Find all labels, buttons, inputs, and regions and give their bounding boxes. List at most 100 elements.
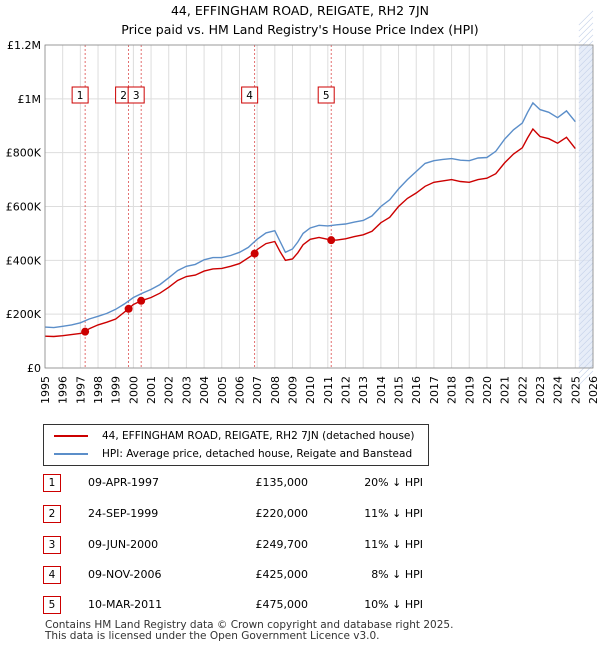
legend: 44, EFFINGHAM ROAD, REIGATE, RH2 7JN (de…: [43, 424, 429, 466]
y-tick-label: £200K: [6, 308, 42, 321]
x-tick-label: 2018: [446, 376, 459, 404]
forecast-hatch: [578, 94, 594, 110]
x-tick-label: 2026: [587, 376, 600, 404]
x-tick-label: 2012: [340, 376, 353, 404]
forecast-hatch: [578, 262, 594, 278]
sale-label-box: [317, 86, 335, 104]
forecast-hatch: [578, 112, 594, 128]
x-tick-label: 2000: [127, 376, 140, 404]
footer-license: This data is licensed under the Open Gov…: [45, 630, 380, 642]
y-tick-label: £400K: [6, 254, 42, 267]
forecast-hatch: [578, 40, 594, 56]
sale-label-text: 3: [133, 90, 140, 102]
x-tick-label: 2007: [251, 376, 264, 404]
x-tick-label: 2008: [269, 376, 282, 404]
forecast-hatch: [578, 370, 594, 386]
sale-label-text: 2: [120, 90, 127, 102]
footer-copyright: Contains HM Land Registry data © Crown c…: [45, 619, 454, 631]
forecast-hatch: [578, 136, 594, 152]
x-tick-label: 2019: [463, 376, 476, 404]
sale-price: £475,000: [255, 598, 309, 611]
chart-title: 44, EFFINGHAM ROAD, REIGATE, RH2 7JN: [170, 3, 429, 18]
footer: Contains HM Land Registry data © Crown c…: [45, 620, 453, 642]
forecast-hatch: [578, 364, 594, 380]
forecast-hatch: [578, 22, 594, 38]
x-tick-label: 2014: [375, 376, 388, 404]
x-tick-label: 1998: [92, 376, 105, 404]
x-tick-label: 2005: [216, 376, 229, 404]
forecast-hatch: [578, 130, 594, 146]
x-tick-label: 1995: [39, 376, 52, 404]
forecast-hatch: [578, 100, 594, 116]
forecast-hatch: [578, 16, 594, 32]
forecast-hatch: [578, 256, 594, 272]
sale-hpi-diff: 11% ↓ HPI: [364, 507, 423, 520]
legend-label-hpi: HPI: Average price, detached house, Reig…: [102, 448, 413, 460]
forecast-hatch: [578, 196, 594, 212]
x-tick-label: 2004: [198, 376, 211, 404]
forecast-hatch: [578, 274, 594, 290]
forecast-hatch: [578, 118, 594, 134]
sale-hpi-diff: 20% ↓ HPI: [364, 476, 423, 489]
forecast-hatch: [578, 10, 594, 26]
forecast-hatch: [578, 172, 594, 188]
sale-number-badge: 1: [43, 474, 61, 492]
forecast-hatch: [578, 268, 594, 284]
forecast-hatch: [578, 160, 594, 176]
forecast-hatch: [578, 208, 594, 224]
forecast-hatch: [578, 106, 594, 122]
forecast-hatch: [578, 28, 594, 44]
forecast-hatch: [578, 250, 594, 266]
x-tick-label: 2013: [357, 376, 370, 404]
sale-label-text: 1: [77, 90, 84, 102]
x-tick-label: 2020: [481, 376, 494, 404]
x-tick-label: 2023: [534, 376, 547, 404]
sale-label-box: [71, 86, 89, 104]
forecast-hatch: [578, 184, 594, 200]
forecast-hatch: [578, 298, 594, 314]
hpi-line: [44, 101, 576, 329]
forecast-hatch: [578, 220, 594, 236]
sale-label-text: 5: [323, 90, 330, 102]
sale-point: [250, 249, 259, 258]
forecast-hatch: [578, 202, 594, 218]
x-tick-label: 2002: [163, 376, 176, 404]
forecast-hatch: [578, 166, 594, 182]
forecast-hatch: [578, 76, 594, 92]
x-tick-label: 2011: [322, 376, 335, 404]
forecast-hatch: [578, 310, 594, 326]
legend-swatch-property: [54, 435, 88, 437]
sale-label-box: [127, 86, 145, 104]
forecast-hatch: [578, 334, 594, 350]
forecast-hatch: [578, 244, 594, 260]
forecast-hatch: [578, 226, 594, 242]
forecast-hatch: [578, 328, 594, 344]
sale-number-badge: 2: [43, 505, 61, 523]
forecast-hatch: [578, 70, 594, 86]
forecast-hatch: [578, 292, 594, 308]
legend-label-property: 44, EFFINGHAM ROAD, REIGATE, RH2 7JN (de…: [102, 430, 415, 442]
forecast-hatch: [578, 82, 594, 98]
plot-border: [44, 44, 594, 369]
forecast-hatch: [578, 142, 594, 158]
x-tick-label: 2001: [145, 376, 158, 404]
y-tick-label: £800K: [6, 147, 42, 160]
x-tick-label: 1997: [74, 376, 87, 404]
x-tick-label: 2024: [552, 376, 565, 404]
sale-label-text: 4: [246, 90, 253, 102]
sale-date: 10-MAR-2011: [88, 598, 163, 611]
forecast-hatch: [578, 340, 594, 356]
forecast-hatch: [578, 280, 594, 296]
x-tick-label: 1999: [110, 376, 123, 404]
sale-hpi-diff: 11% ↓ HPI: [364, 538, 423, 551]
y-tick-label: £1.2M: [7, 39, 41, 52]
forecast-hatch: [578, 178, 594, 194]
sale-price: £425,000: [255, 568, 309, 581]
legend-swatch-hpi: [54, 453, 88, 455]
x-tick-label: 2022: [516, 376, 529, 404]
y-tick-label: £0: [27, 362, 41, 375]
forecast-hatch: [578, 346, 594, 362]
forecast-hatch: [578, 316, 594, 332]
sale-point: [327, 236, 336, 245]
